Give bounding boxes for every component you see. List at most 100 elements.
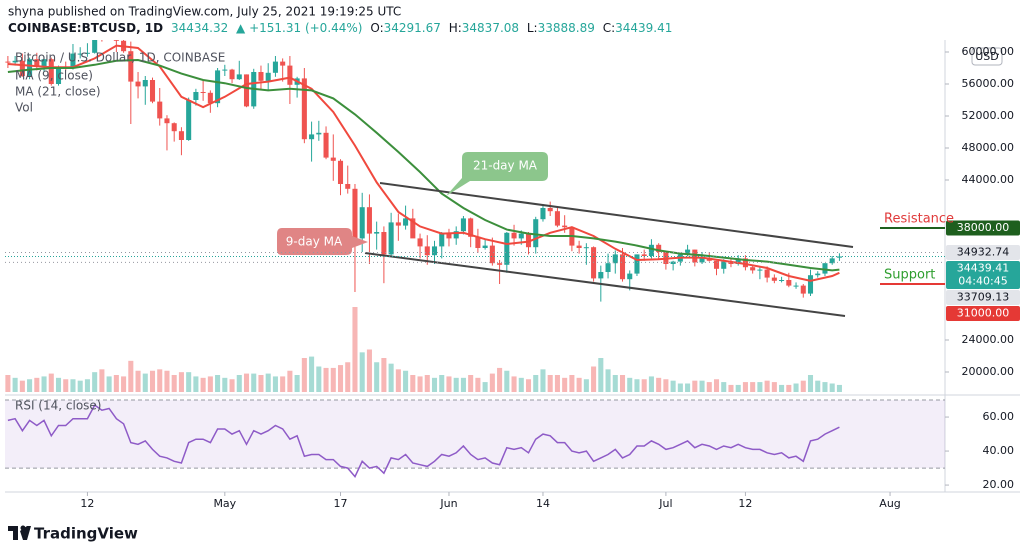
volume-bar: [591, 366, 597, 392]
volume-bar: [829, 383, 835, 392]
candle-body: [113, 40, 119, 41]
x-tick-label: May: [213, 497, 236, 510]
candle-body: [222, 69, 228, 71]
volume-bar: [583, 379, 589, 392]
candle-body: [186, 100, 192, 140]
volume-bar: [699, 380, 705, 392]
candle-body: [19, 60, 25, 76]
candle-body: [424, 246, 430, 256]
volume-bar: [735, 384, 741, 392]
candle-body: [439, 233, 445, 247]
candle-body: [243, 74, 250, 107]
candle-body: [229, 69, 235, 80]
volume-bar: [713, 379, 720, 392]
candle-body: [164, 118, 170, 124]
candle-body: [34, 59, 40, 67]
candle-body: [533, 219, 539, 248]
volume-bar: [685, 383, 691, 392]
volume-bar: [619, 375, 626, 392]
volume-bar: [374, 362, 380, 392]
candle-body: [12, 60, 18, 63]
volume-bar: [27, 379, 33, 392]
publisher-line: shyna published on TradingView.com, July…: [8, 5, 401, 19]
volume-bar: [12, 377, 18, 392]
volume-bar: [677, 383, 683, 392]
y-tick-label: 60000.00: [962, 45, 1015, 58]
ohlc-value: 33888.89: [538, 21, 595, 35]
volume-bar: [424, 375, 430, 392]
price-badge: [946, 220, 1020, 236]
ma-line: [7, 58, 840, 272]
candle-body: [366, 207, 372, 234]
candle-body: [330, 157, 336, 161]
volume-bar: [113, 375, 119, 392]
rsi-line: [7, 403, 840, 478]
candle-body: [149, 80, 156, 102]
volume-bar: [417, 376, 423, 392]
candle-body: [215, 70, 221, 104]
volume-bar: [106, 376, 112, 392]
candle-body: [619, 254, 626, 280]
chart-title: Bitcoin / U.S. Dollar, 1D, COINBASE: [15, 51, 225, 65]
ohlc-label: O:: [370, 21, 383, 35]
y-tick-label: 24000.00: [962, 333, 1015, 346]
volume-bar: [468, 375, 474, 392]
price-badge-label: 34439.41: [957, 262, 1010, 275]
price-badge: [946, 261, 1020, 290]
volume-bar: [446, 376, 452, 392]
volume-bar: [656, 377, 662, 392]
volume-bar: [692, 380, 698, 392]
candle-body: [84, 52, 90, 54]
candle-body: [793, 285, 799, 287]
candle-body: [540, 208, 546, 220]
candle-body: [475, 236, 481, 248]
logo-dot: [20, 525, 26, 531]
volume-bar: [395, 369, 401, 392]
volume-bar: [193, 376, 199, 392]
volume-bar: [576, 377, 582, 392]
volume-bar: [547, 375, 553, 392]
currency-box[interactable]: [971, 47, 1003, 66]
volume-bar: [77, 380, 83, 392]
volume-bar: [164, 370, 170, 392]
ohlc-label: H:: [449, 21, 462, 35]
candle-body: [735, 258, 741, 264]
x-tick-label: 14: [536, 497, 550, 510]
y-tick-label: 48000.00: [962, 141, 1015, 154]
candle-body: [576, 245, 582, 248]
candle-body: [135, 81, 141, 87]
logo-text: TradingView: [34, 525, 138, 543]
candle-body: [410, 218, 416, 239]
candle-body: [446, 233, 452, 239]
volume-bar: [207, 376, 213, 392]
level-name: Resistance: [884, 212, 954, 227]
candle-body: [453, 231, 459, 239]
candle-body: [316, 132, 322, 135]
candle-body: [309, 134, 315, 140]
volume-bar: [540, 369, 546, 392]
volume-bar: [504, 370, 510, 392]
candle-body: [381, 232, 387, 255]
candle-body: [612, 254, 618, 264]
candle-body: [178, 131, 184, 140]
y-tick-label: 44000.00: [962, 173, 1015, 186]
price-badge: [946, 245, 1020, 261]
volume-bar: [323, 367, 329, 392]
candle-body: [171, 123, 177, 132]
candle-body: [193, 92, 199, 100]
candle-body: [395, 222, 401, 226]
candle-body: [323, 132, 329, 158]
volume-bar: [142, 373, 148, 392]
candle-body: [692, 249, 698, 263]
x-tick-label: 12: [738, 497, 752, 510]
annotation-text: 9-day MA: [286, 235, 343, 249]
annotation-bubble: [277, 228, 368, 255]
volume-bar: [287, 370, 293, 392]
candle-body: [92, 40, 98, 53]
volume-bar: [757, 382, 763, 392]
y-tick-label: 20000.00: [962, 365, 1015, 378]
volume-bar: [337, 365, 344, 392]
volume-bar: [663, 379, 669, 392]
